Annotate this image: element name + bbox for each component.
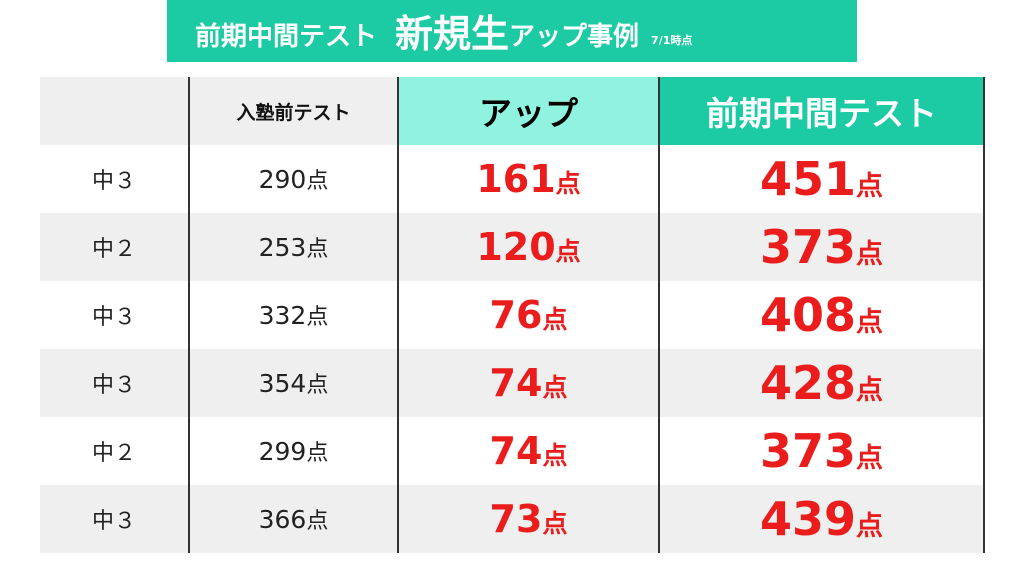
improvement-cell: 161点 — [398, 145, 659, 213]
table-row: 中３ 332点 76点 408点 — [40, 281, 985, 349]
pre-test-score-cell: 290点 — [189, 145, 399, 213]
improvement-cell: 76点 — [398, 281, 659, 349]
score-unit: 点 — [542, 509, 568, 538]
header-pre-test: 入塾前テスト — [189, 77, 399, 145]
pre-test-score: 332 — [258, 301, 307, 330]
score-unit: 点 — [306, 237, 329, 262]
title-rest: アップ事例 — [509, 22, 640, 52]
grade-cell: 中２ — [40, 417, 190, 485]
midterm-score-cell: 428点 — [658, 349, 985, 417]
score-unit: 点 — [856, 307, 884, 338]
midterm-score: 451 — [759, 152, 857, 206]
grade-cell: 中２ — [40, 213, 190, 281]
score-unit: 点 — [306, 509, 329, 534]
improvement-cell: 74点 — [398, 349, 659, 417]
title-banner: 前期中間テスト 新規生 アップ事例 7/1時点 — [167, 0, 857, 62]
score-unit: 点 — [856, 443, 884, 474]
header-improvement: アップ — [398, 77, 659, 145]
header-grade — [40, 77, 190, 145]
grade-cell: 中３ — [40, 349, 190, 417]
pre-test-score-cell: 332点 — [189, 281, 399, 349]
pre-test-score-cell: 299点 — [189, 417, 399, 485]
midterm-score-cell: 408点 — [658, 281, 985, 349]
grade-label: 中３ — [91, 169, 136, 194]
table-row: 中３ 354点 74点 428点 — [40, 349, 985, 417]
midterm-score-cell: 451点 — [658, 145, 985, 213]
improvement-score: 76 — [489, 293, 543, 337]
midterm-score: 428 — [759, 356, 857, 410]
score-unit: 点 — [306, 373, 329, 398]
improvement-cell: 74点 — [398, 417, 659, 485]
improvement-score: 73 — [489, 497, 543, 541]
grade-label: 中２ — [91, 441, 136, 466]
improvement-score: 74 — [489, 361, 543, 405]
midterm-score: 439 — [759, 492, 857, 546]
score-unit: 点 — [555, 169, 581, 198]
midterm-score-cell: 439点 — [658, 485, 985, 553]
midterm-score-cell: 373点 — [658, 213, 985, 281]
improvement-score: 161 — [476, 157, 556, 201]
midterm-score: 373 — [759, 220, 857, 274]
score-unit: 点 — [542, 373, 568, 402]
pre-test-score: 354 — [258, 369, 307, 398]
score-unit: 点 — [542, 441, 568, 470]
header-row: 入塾前テスト アップ 前期中間テスト — [40, 77, 985, 145]
grade-cell: 中３ — [40, 145, 190, 213]
midterm-score-cell: 373点 — [658, 417, 985, 485]
midterm-score: 373 — [759, 424, 857, 478]
improvement-score: 74 — [489, 429, 543, 473]
pre-test-score-cell: 354点 — [189, 349, 399, 417]
grade-label: 中３ — [91, 373, 136, 398]
title-date: 7/1時点 — [651, 34, 693, 47]
table-row: 中２ 299点 74点 373点 — [40, 417, 985, 485]
score-unit: 点 — [306, 305, 329, 330]
pre-test-score-cell: 253点 — [189, 213, 399, 281]
grade-cell: 中３ — [40, 281, 190, 349]
grade-label: 中２ — [91, 237, 136, 262]
score-unit: 点 — [856, 171, 884, 202]
score-unit: 点 — [542, 305, 568, 334]
grade-label: 中３ — [91, 305, 136, 330]
score-unit: 点 — [856, 511, 884, 542]
title-highlight: 新規生 — [395, 12, 510, 56]
pre-test-score: 253 — [258, 233, 307, 262]
score-unit: 点 — [555, 237, 581, 266]
midterm-score: 408 — [759, 288, 857, 342]
table-row: 中２ 253点 120点 373点 — [40, 213, 985, 281]
score-unit: 点 — [856, 239, 884, 270]
score-unit: 点 — [306, 441, 329, 466]
header-midterm: 前期中間テスト — [658, 77, 985, 145]
score-unit: 点 — [306, 169, 329, 194]
improvement-cell: 120点 — [398, 213, 659, 281]
improvement-cell: 73点 — [398, 485, 659, 553]
grade-label: 中３ — [91, 509, 136, 534]
pre-test-score: 290 — [258, 165, 307, 194]
title-main: 前期中間テスト — [195, 22, 378, 52]
pre-test-score: 366 — [258, 505, 307, 534]
improvement-score: 120 — [476, 225, 556, 269]
pre-test-score: 299 — [258, 437, 307, 466]
pre-test-score-cell: 366点 — [189, 485, 399, 553]
score-unit: 点 — [856, 375, 884, 406]
table-row: 中３ 366点 73点 439点 — [40, 485, 985, 553]
results-table: 入塾前テスト アップ 前期中間テスト 中３ 290点 161点 451点 中２ 253点 1… — [40, 77, 985, 553]
grade-cell: 中３ — [40, 485, 190, 553]
table-row: 中３ 290点 161点 451点 — [40, 145, 985, 213]
